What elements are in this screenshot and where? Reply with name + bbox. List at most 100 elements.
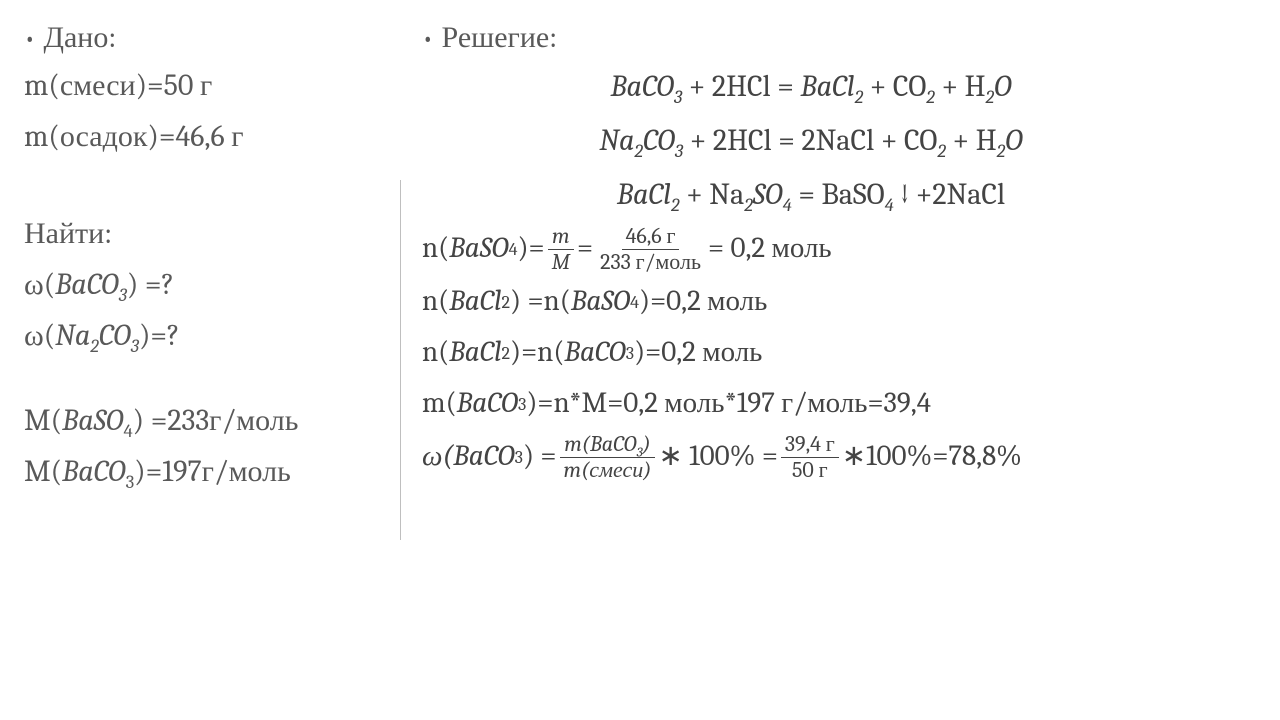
l4-f: BaCO [457,382,518,427]
l3-f2: BaCO [564,331,625,376]
m-precip-value: 46,6 г [176,119,244,154]
nbaso4-pre: n( [422,227,449,272]
column-divider [400,180,401,540]
nbaso4-frac2-den: 233 г/моль [596,250,705,274]
nbaso4-frac2-num: 46,6 г [622,225,680,250]
l4-pre: m( [422,382,457,427]
lw-f1n-post: ) [643,431,651,457]
eq2-co: CO [643,123,675,158]
M-baso4-formula: BaSO [62,403,123,438]
solution-column: • Решегие: BaCO3 + 2HCl = BaCl2 + CO2 + … [404,20,1260,700]
eq2-h2o-tail: O [1005,123,1022,158]
l4-post: )=n*M=0,2 моль*197 г/моль=39,4 [526,382,931,427]
omega-na2co3-prefix: ω( [24,318,55,353]
molar-mass-baco3-line: M(BaCO3)=197г/моль [24,449,386,494]
given-header-line: • Дано: [24,20,386,55]
calc-omega-baco3: ω(BaCO3) = m(BaCO3) m(смеси) ∗ 100% = 39… [422,433,1260,482]
eq3-bacl: BaCl [617,177,671,212]
eq2-co-sub: 3 [675,140,683,162]
eq1-baco-sub: 3 [674,86,682,108]
nbaso4-frac1-num: m [548,225,574,250]
m-mix-line: m(смеси)=50 г [24,63,386,108]
omega-baco3-sub: 3 [119,284,127,306]
eq3-so: SO [753,177,783,212]
calc-n-bacl2-eq-baso4: n(BaCl2) =n(BaSO4)=0,2 моль [422,280,1260,325]
bullet-icon: • [422,26,434,52]
M-baco3-prefix: M( [24,454,62,489]
eq2-h2o-sub: 2 [997,140,1006,162]
omega-na2co3-suffix: )=? [139,318,180,353]
m-precip-line: m(осадок)=46,6 г [24,114,386,159]
l2-f1: BaCl [449,280,501,325]
M-baso4-value: 233г/моль [167,403,298,438]
lw-f1n-pre: m( [564,431,590,457]
lw-f: BaCO [453,435,514,480]
equation-2: Na2CO3 + 2HCl = 2NaCl + CO2 + H2O [422,117,1260,165]
eq2-na: Na [599,123,634,158]
equation-1: BaCO3 + 2HCl = BaCl2 + CO2 + H2O [422,63,1260,111]
eq2-co2-sub: 2 [937,140,946,162]
lw-frac2-num: 39,4 г [781,433,839,458]
lw-frac1: m(BaCO3) m(смеси) [559,433,655,482]
eq1-co2-sub: 2 [926,86,935,108]
calc-m-baco3: m(BaCO3)=n*M=0,2 моль*197 г/моль=39,4 [422,382,1260,427]
omega-baco3-suffix: ) =? [127,267,174,302]
nbaso4-frac1: m M [548,225,574,274]
M-baso4-prefix: M( [24,403,62,438]
M-baco3-formula: BaCO [62,454,125,489]
M-baco3-sub: 3 [126,471,135,493]
l3-mid: )=n( [510,331,564,376]
eq2-na-sub: 2 [634,140,643,162]
calc-n-baso4: n(BaSO4)= m M = 46,6 г 233 г/моль = 0,2 … [422,225,1260,274]
m-mix-value: 50 г [164,68,213,103]
M-baso4-sub: 4 [124,420,133,442]
eq3-eq: = BaSO [792,177,885,212]
eq3-tail: +2NaCl [916,177,1005,212]
omega-baco3-prefix: ω( [24,267,55,302]
lw-frac2-den: 50 г [788,458,832,482]
eq1-h2o-tail: O [994,69,1011,104]
l2-post: )=0,2 моль [639,280,767,325]
omega-na2co3-na: Na [55,318,90,353]
lw-f1n-f: BaCO [590,431,637,457]
eq1-co2: + CO [863,69,926,104]
M-baco3-suffix: )= [134,454,162,489]
l3-post: )=0,2 моль [634,331,762,376]
page-root: • Дано: m(смеси)=50 г m(осадок)=46,6 г Н… [0,0,1280,720]
l2-f2: BaSO [571,280,630,325]
nbaso4-frac1-den: M [548,250,574,274]
nbaso4-frac2: 46,6 г 233 г/моль [596,225,705,274]
nbaso4-eq: = [577,227,593,272]
omega-na2co3-co: CO [99,318,131,353]
solution-header: Решегие: [442,20,558,55]
eq1-h2o: + H [935,69,986,104]
given-column: • Дано: m(смеси)=50 г m(осадок)=46,6 г Н… [24,20,404,700]
find-header: Найти: [24,211,386,256]
lw-pre: ω( [422,435,453,480]
eq1-baco: BaCO [610,69,673,104]
m-mix-label: m(смеси)= [24,68,164,103]
solution-header-line: • Решегие: [422,20,1260,55]
lw-frac1-num: m(BaCO3) [560,433,655,458]
nbaso4-post: = 0,2 моль [708,227,832,272]
eq1-mid: + 2HCl = [682,69,800,104]
bullet-icon: • [24,26,36,52]
eq2-mid: + 2HCl = 2NaCl + CO [683,123,937,158]
l3-pre: n( [422,331,449,376]
eq3-arrow: ↓ [894,177,916,212]
lw-post: ∗100%=78,8% [842,435,1022,480]
eq1-bacl-sub: 2 [855,86,864,108]
eq2-h2o: + H [946,123,997,158]
eq3-na-sub: 2 [744,194,753,216]
l2-pre: n( [422,280,449,325]
eq3-so-sub: 4 [783,194,792,216]
molar-mass-baso4-line: M(BaSO4) =233г/моль [24,398,386,443]
eq3-na: + Na [679,177,744,212]
omega-na2co3-sub2: 3 [131,335,139,357]
omega-na2co3-line: ω(Na2CO3)=? [24,313,386,358]
omega-na2co3-sub1: 2 [90,335,99,357]
nbaso4-mid: )= [517,227,544,272]
lw-mid: ) = [523,435,557,480]
eq3-baso4-sub: 4 [885,194,894,216]
given-header: Дано: [44,20,117,55]
